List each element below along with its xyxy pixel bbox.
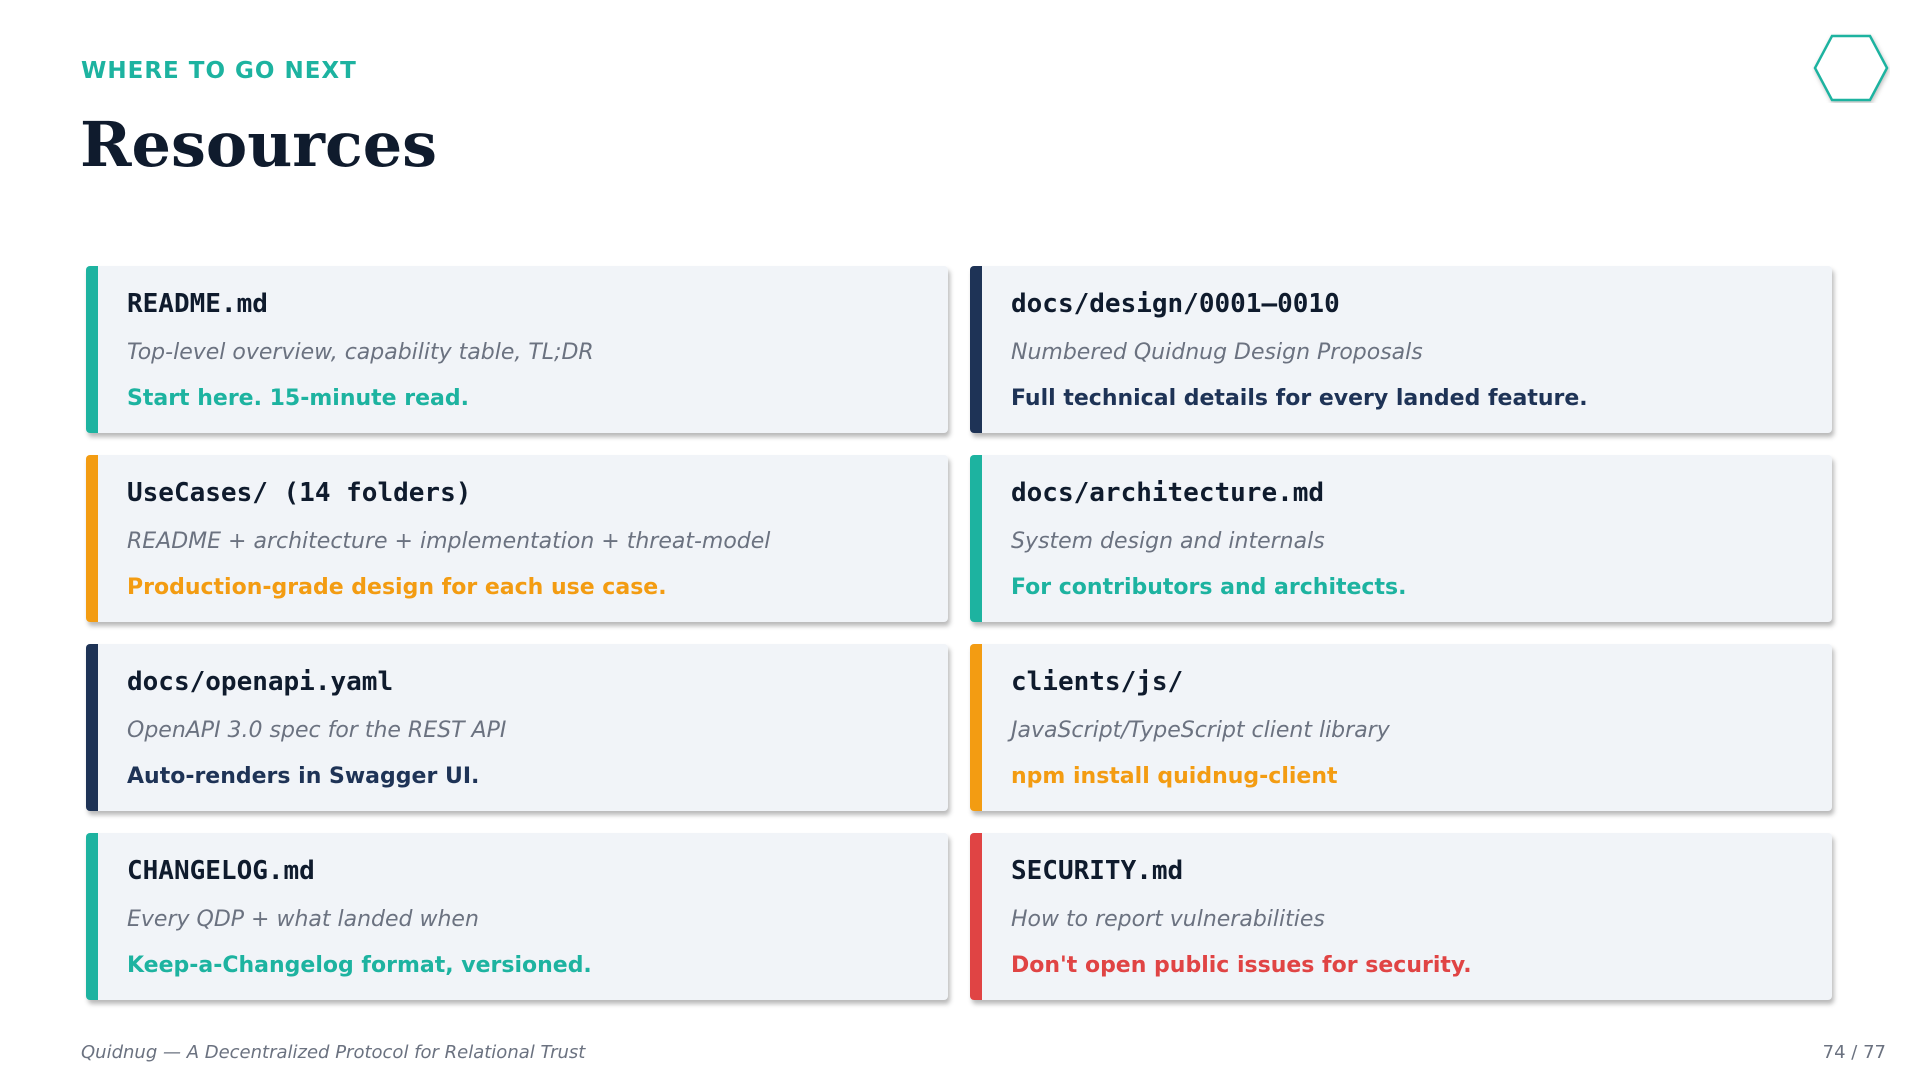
resource-name: README.md [127,289,268,319]
section-kicker: WHERE TO GO NEXT [81,58,357,84]
card-accent-bar [86,266,98,433]
resource-note: Production-grade design for each use cas… [127,575,667,600]
resource-description: JavaScript/TypeScript client library [1011,718,1390,743]
resource-card-changelog[interactable]: CHANGELOG.md Every QDP + what landed whe… [86,833,948,1000]
footer-deck-title: Quidnug — A Decentralized Protocol for R… [81,1042,586,1063]
card-accent-bar [86,833,98,1000]
resource-note: Auto-renders in Swagger UI. [127,764,480,789]
resource-description: README + architecture + implementation +… [127,529,771,554]
resource-description: System design and internals [1011,529,1325,554]
resource-name: clients/js/ [1011,667,1184,697]
resource-note: For contributors and architects. [1011,575,1407,600]
resource-description: Every QDP + what landed when [127,907,479,932]
page-number: 74 / 77 [1822,1042,1886,1063]
resource-card-openapi[interactable]: docs/openapi.yaml OpenAPI 3.0 spec for t… [86,644,948,811]
resource-name: UseCases/ (14 folders) [127,478,472,508]
resource-name: docs/design/0001–0010 [1011,289,1340,319]
resource-name: docs/architecture.md [1011,478,1325,508]
resource-note: npm install quidnug-client [1011,764,1338,789]
resource-card-usecases[interactable]: UseCases/ (14 folders) README + architec… [86,455,948,622]
resource-card-js-client[interactable]: clients/js/ JavaScript/TypeScript client… [970,644,1832,811]
resource-description: Top-level overview, capability table, TL… [127,340,594,365]
card-accent-bar [86,455,98,622]
resource-card-architecture[interactable]: docs/architecture.md System design and i… [970,455,1832,622]
resource-name: SECURITY.md [1011,856,1184,886]
card-accent-bar [970,644,982,811]
resource-card-readme[interactable]: README.md Top-level overview, capability… [86,266,948,433]
resource-name: docs/openapi.yaml [127,667,394,697]
resource-description: How to report vulnerabilities [1011,907,1325,932]
resource-card-design-docs[interactable]: docs/design/0001–0010 Numbered Quidnug D… [970,266,1832,433]
resource-description: Numbered Quidnug Design Proposals [1011,340,1423,365]
resource-name: CHANGELOG.md [127,856,315,886]
hexagon-outline-icon [1813,34,1889,102]
card-accent-bar [970,266,982,433]
resource-note: Keep-a-Changelog format, versioned. [127,953,592,978]
resource-grid: README.md Top-level overview, capability… [86,266,1832,1000]
resource-note: Full technical details for every landed … [1011,386,1588,411]
resource-note: Start here. 15-minute read. [127,386,469,411]
resource-description: OpenAPI 3.0 spec for the REST API [127,718,507,743]
card-accent-bar [970,833,982,1000]
resource-note: Don't open public issues for security. [1011,953,1472,978]
card-accent-bar [86,644,98,811]
page-title: Resources [80,108,438,181]
card-accent-bar [970,455,982,622]
resource-card-security[interactable]: SECURITY.md How to report vulnerabilitie… [970,833,1832,1000]
